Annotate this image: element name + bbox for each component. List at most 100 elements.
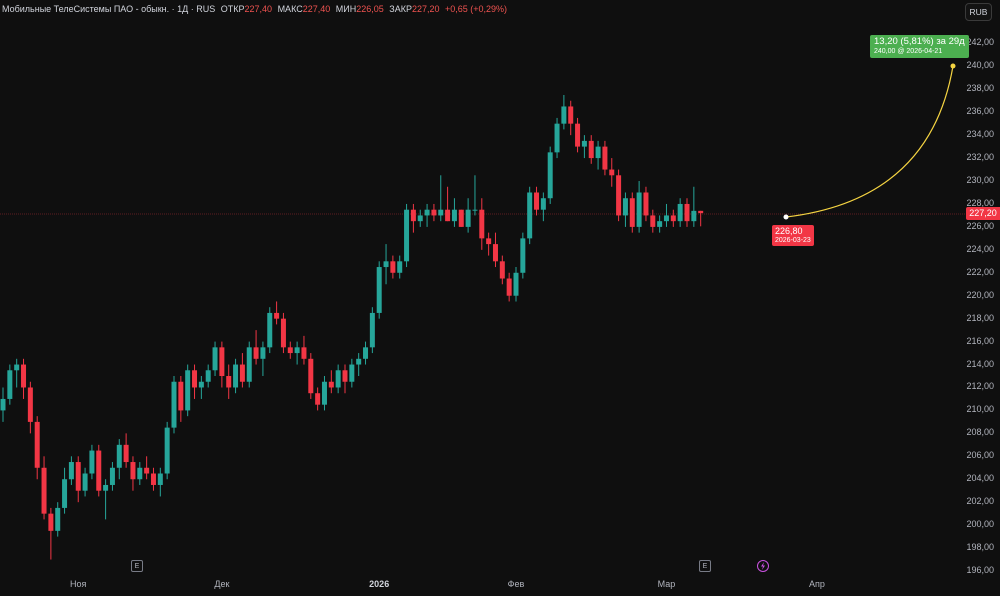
candle-down (643, 192, 649, 216)
y-tick-label: 202,00 (966, 496, 994, 507)
candle-up (349, 364, 355, 382)
candle-down (568, 106, 574, 124)
current-price-tag: 227,20 (966, 207, 1000, 220)
candle-up (55, 507, 61, 531)
candle-up (171, 381, 177, 428)
candle-up (595, 146, 601, 159)
candle-down (650, 215, 656, 227)
x-tick-label: 2026 (369, 579, 390, 589)
candle-up (520, 238, 526, 273)
candle-down (287, 347, 293, 354)
y-tick-label: 230,00 (966, 175, 994, 186)
candle-up (691, 210, 697, 222)
symbol-name: Мобильные ТелеСистемы ПАО - обыкн. · 1Д … (2, 4, 216, 14)
y-tick-label: 216,00 (966, 335, 994, 346)
y-tick-label: 206,00 (966, 450, 994, 461)
candle-up (82, 473, 88, 491)
y-tick-label: 224,00 (966, 243, 994, 254)
y-tick-label: 238,00 (966, 83, 994, 94)
candle-down (315, 393, 321, 405)
candle-up (212, 347, 218, 371)
candle-down (479, 209, 485, 239)
candle-up (233, 364, 239, 388)
candle-down (342, 370, 348, 382)
y-tick-label: 232,00 (966, 152, 994, 163)
y-tick-label: 200,00 (966, 519, 994, 530)
y-tick-label: 204,00 (966, 473, 994, 484)
x-tick-label: Апр (809, 579, 825, 589)
y-tick-label: 242,00 (966, 37, 994, 48)
low-value: 226,05 (356, 4, 384, 14)
candle-down (534, 192, 540, 210)
earnings-event-marker[interactable]: E (699, 560, 711, 572)
candle-up (376, 267, 382, 313)
candle-down (301, 347, 307, 359)
flash-icon[interactable] (757, 560, 769, 572)
y-tick-label: 234,00 (966, 129, 994, 140)
candle-down (178, 381, 184, 411)
candle-up (205, 370, 211, 382)
candle-down (144, 467, 150, 474)
candle-up (636, 192, 642, 227)
candle-down (280, 318, 286, 348)
candle-up (164, 427, 170, 474)
candle-up (397, 261, 403, 273)
candle-down (684, 203, 690, 222)
y-tick-label: 218,00 (966, 312, 994, 323)
candle-down (499, 261, 505, 279)
candle-up (198, 381, 204, 388)
x-tick-label: Дек (214, 579, 230, 589)
y-tick-label: 208,00 (966, 427, 994, 438)
candle-down (123, 444, 129, 463)
candle-down (41, 467, 47, 514)
open-value: 227,40 (244, 4, 273, 14)
candle-down (602, 146, 608, 170)
y-tick-label: 214,00 (966, 358, 994, 369)
projection-start-price: 226,80 (775, 226, 803, 236)
candle-down (226, 376, 232, 388)
candle-up (267, 312, 273, 348)
candle-down (616, 175, 622, 216)
candle-down (130, 462, 136, 480)
candle-up (404, 209, 410, 262)
candle-up (335, 370, 341, 388)
y-tick-label: 198,00 (966, 542, 994, 553)
candle-up (657, 221, 663, 227)
candle-up (185, 370, 191, 411)
projection-curve (785, 65, 954, 218)
y-tick-label: 210,00 (966, 404, 994, 415)
candle-down (629, 198, 635, 227)
candle-up (554, 123, 560, 153)
projection-change: 13,20 (5,81%) за 29д (874, 36, 965, 47)
candle-up (465, 209, 471, 227)
candle-down (48, 513, 54, 531)
projection-target-point (950, 63, 956, 69)
candle-up (663, 215, 669, 222)
candle-down (253, 347, 259, 359)
candle-down (75, 462, 81, 491)
projection-label[interactable]: 13,20 (5,81%) за 29д 240,00 @ 2026-04-21 (870, 35, 969, 58)
candle-up (89, 450, 95, 474)
earnings-event-marker[interactable]: E (131, 560, 143, 572)
close-value: 227,20 (411, 4, 440, 14)
currency-button[interactable]: RUB (965, 3, 992, 21)
candle-up (62, 479, 68, 508)
high-label: МАКС (277, 4, 303, 14)
close-label: ЗАКР (389, 4, 412, 14)
candle-down (239, 364, 245, 382)
candle-up (356, 358, 362, 365)
candle-up (527, 192, 533, 239)
candle-up (7, 370, 13, 399)
candle-up (369, 312, 375, 348)
candle-up (540, 198, 546, 210)
candle-up (14, 364, 20, 371)
y-tick-label: 228,00 (966, 197, 994, 208)
candle-down (410, 209, 416, 222)
candle-up (109, 467, 115, 485)
x-tick-label: Фев (507, 579, 525, 589)
high-value: 227,40 (302, 4, 331, 14)
candle-up (513, 272, 519, 296)
y-tick-label: 220,00 (966, 289, 994, 300)
projection-start-label[interactable]: 226,80 2026-03-23 (772, 225, 814, 246)
